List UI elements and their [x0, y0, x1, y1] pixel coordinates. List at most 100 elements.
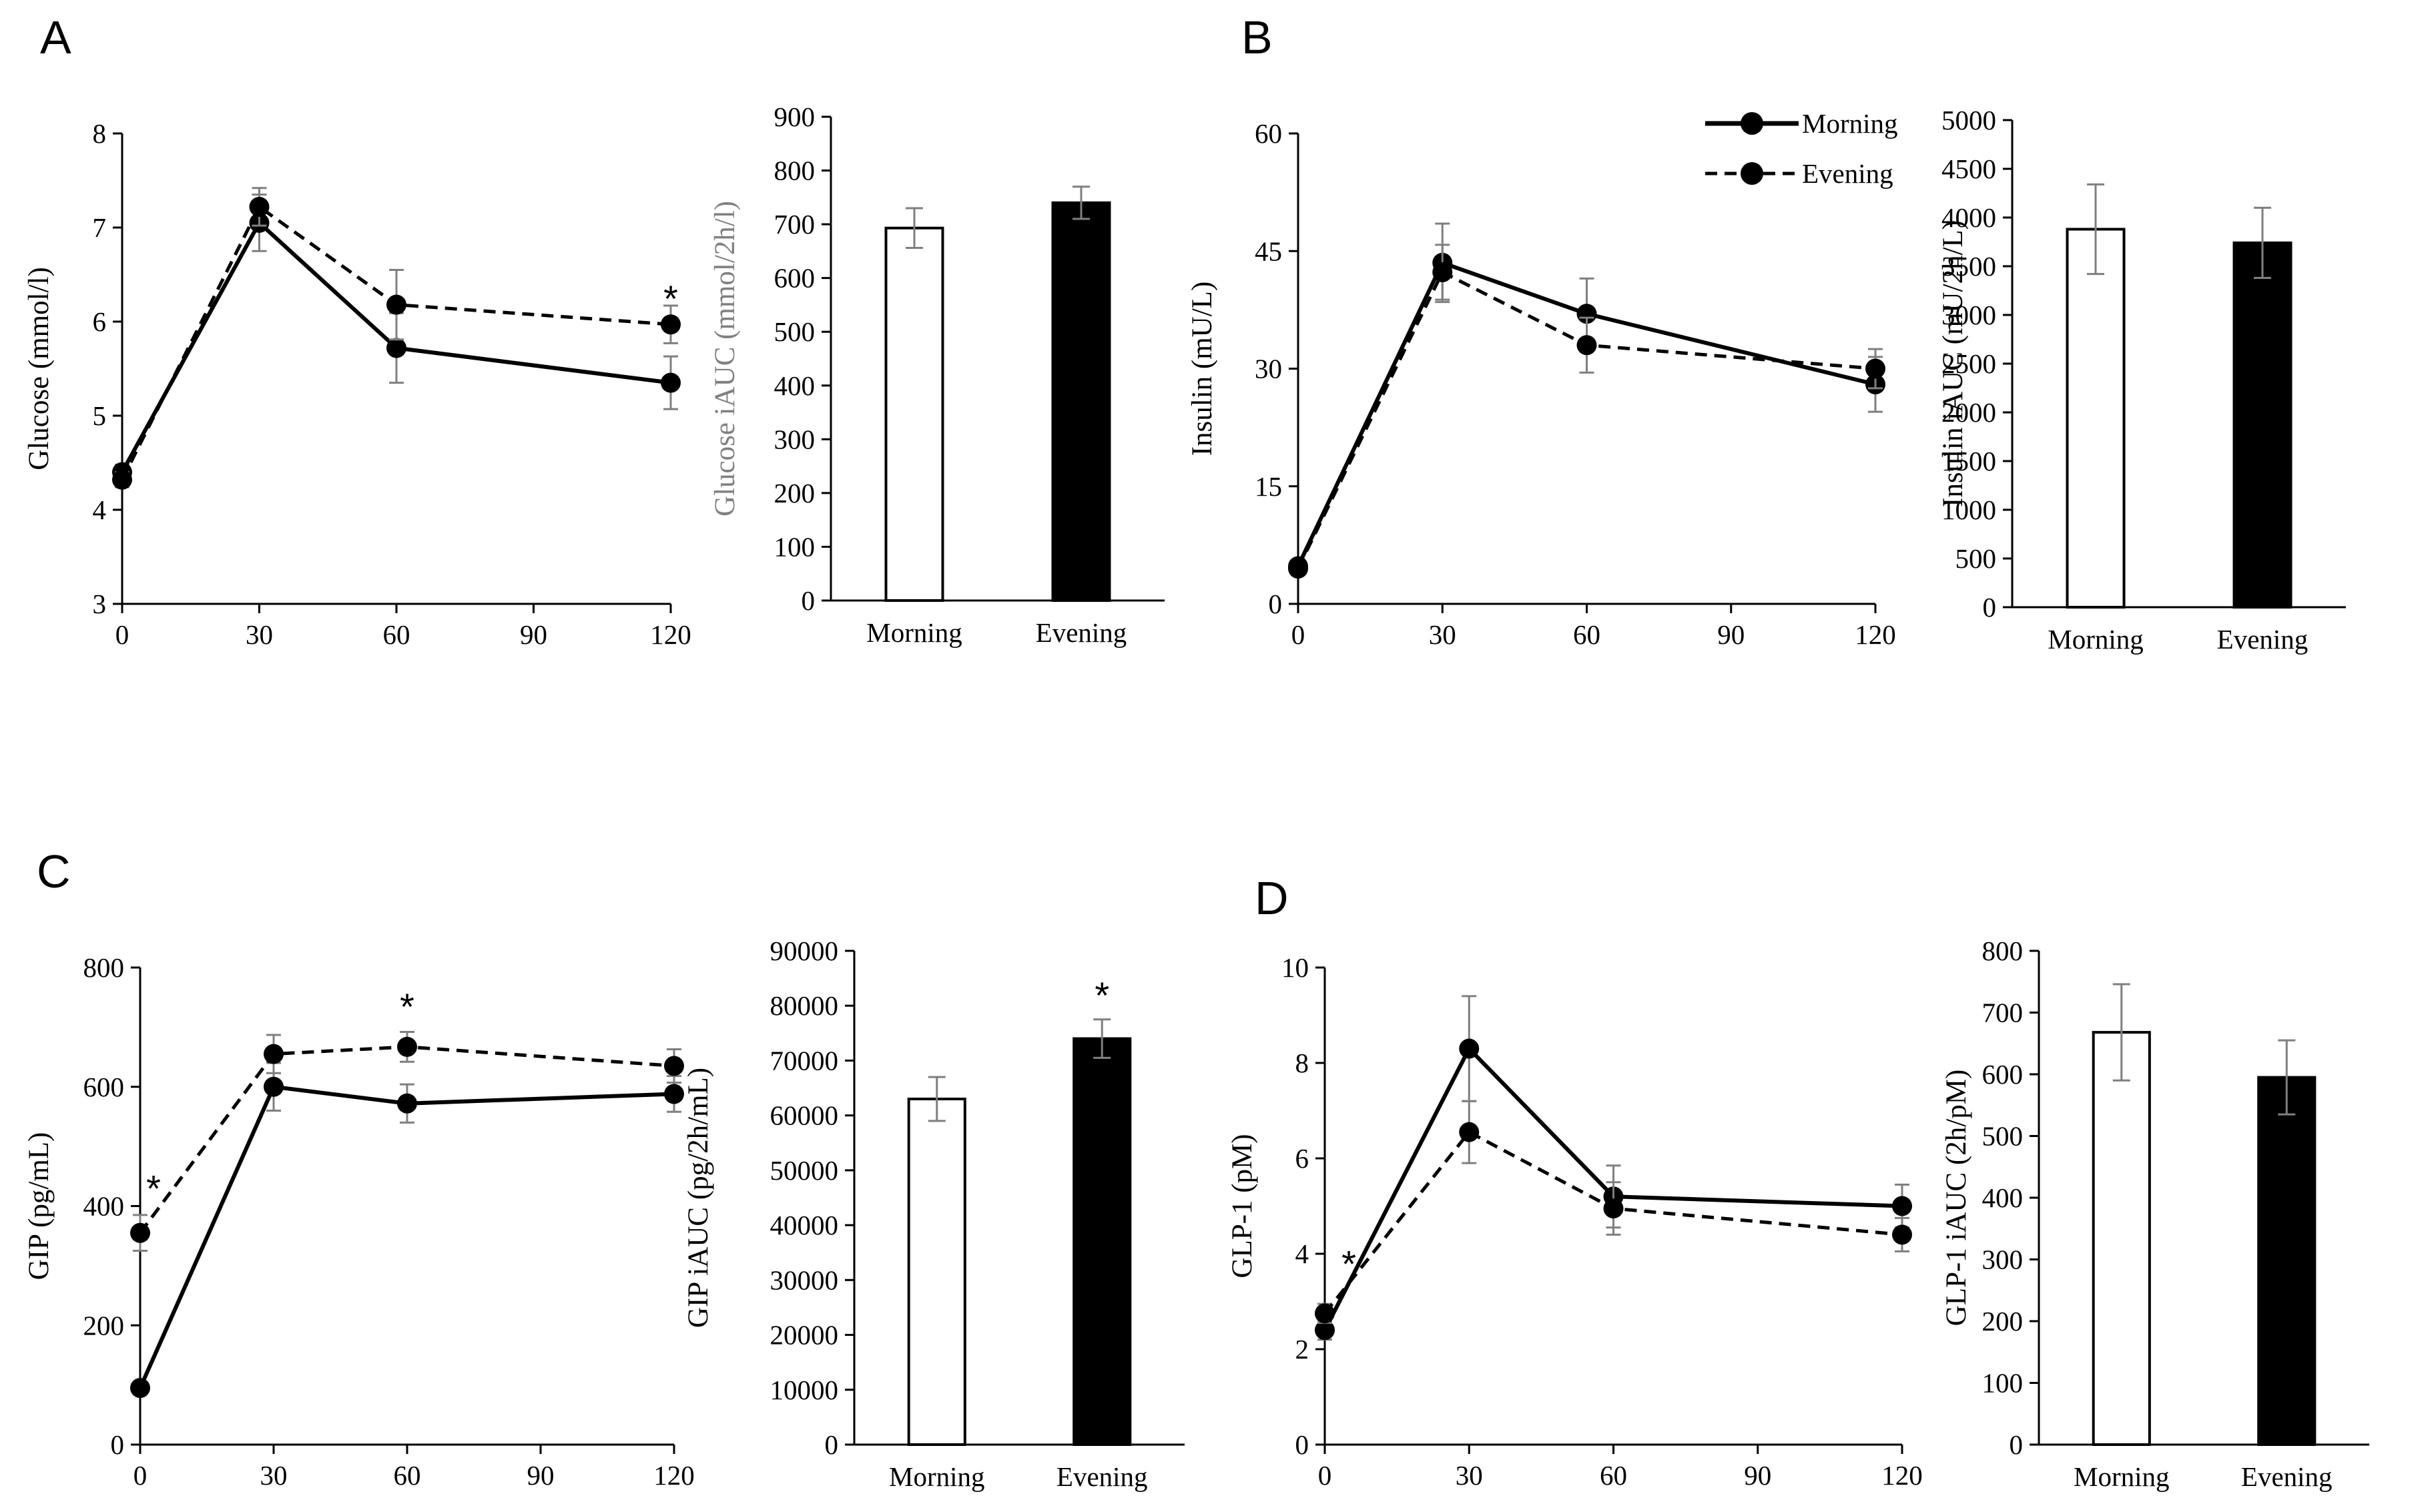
- insulin-bar-evening-bar: [2232, 241, 2293, 609]
- glucose-line-evening-point: [112, 469, 132, 490]
- glp1-bar-y-tick-label: 100: [1982, 1368, 2024, 1399]
- insulin-bar-category-label-morning: Morning: [2048, 624, 2144, 655]
- gip-line-x-tick-label: 0: [133, 1460, 147, 1491]
- gip-iauc-bar-chart: 0 10000 20000 30000 40000 50000 60000 70000 8000…: [683, 935, 1185, 1492]
- glucose-bar-y-tick-label: 500: [774, 316, 816, 347]
- glucose-line-y-tick-label: 4: [93, 494, 107, 525]
- insulin-bar-y-tick-label: 0: [1983, 592, 1997, 623]
- gip-bar-y-tick-label: 90000: [770, 935, 839, 966]
- insulin-line-y-axis-label: Insulin (mU/L): [1187, 282, 1218, 456]
- glp1-line-y-tick-label: 2: [1295, 1334, 1309, 1365]
- gip-bar-y-tick-label: 50000: [770, 1155, 839, 1186]
- glp1-line-evening-point: [1459, 1122, 1480, 1142]
- insulin-line-y-tick-label: 30: [1255, 354, 1282, 384]
- gip-line-y-tick-label: 200: [83, 1310, 125, 1341]
- insulin-bar-y-axis-label: Insulin iAUC (mU/2h/L): [1937, 220, 1969, 507]
- glp1-bar-y-tick-label: 500: [1982, 1121, 2024, 1152]
- glp1-line-evening-point: [1315, 1303, 1335, 1324]
- gip-line-y-tick-label: 800: [83, 952, 125, 983]
- glucose-line-x-tick-label: 120: [650, 619, 691, 650]
- glucose-bar-y-tick-label: 900: [774, 101, 816, 132]
- gip-line-x-tick-label: 30: [260, 1460, 288, 1491]
- insulin-line-y-tick-label: 45: [1255, 236, 1282, 266]
- insulin-bar-y-tick-label: 3500: [1941, 251, 1996, 282]
- gip-bar-morning-bar: [907, 1098, 966, 1446]
- insulin-line-x-tick-label: 0: [1291, 619, 1305, 650]
- glucose-line-evening-point: [249, 196, 270, 217]
- glucose-line-y-tick-label: 5: [93, 400, 107, 431]
- gip-bar-y-tick-label: 0: [825, 1429, 839, 1460]
- glp1-line-y-tick-label: 10: [1281, 952, 1309, 983]
- glucose-bar-y-tick-label: 0: [802, 585, 816, 616]
- glucose-bar-evening-bar: [1051, 201, 1111, 602]
- gip-line-y-axis-label: GIP (pg/mL): [23, 1132, 55, 1280]
- glucose-bar-morning-bar: [884, 226, 944, 602]
- legend-morning-label: Morning: [1802, 108, 1898, 139]
- gip-line-morning-series-line: [138, 1084, 675, 1389]
- glp1-line-y-tick-label: 0: [1295, 1429, 1309, 1460]
- glucose-line-significance-marker: *: [663, 278, 678, 320]
- glp1-bar-category-label-morning: Morning: [2074, 1461, 2170, 1492]
- glucose-bar-y-tick-label: 100: [774, 531, 816, 562]
- gip-line-x-tick-label: 60: [394, 1460, 421, 1491]
- glp1-iauc-bar-chart: 0 100 200 300 400 500 600 700 800 GLP-1 iAUC (2h/…: [1941, 935, 2369, 1492]
- glp1-line-morning-series-line: [1323, 1045, 1903, 1331]
- insulin-line-x-tick-label: 120: [1855, 619, 1896, 650]
- gip-line-evening-point: [130, 1222, 150, 1243]
- gip-line-evening-point: [397, 1036, 417, 1057]
- glp1-bar-evening-bar: [2257, 1076, 2317, 1446]
- gip-line-morning-point: [664, 1084, 684, 1104]
- glp1-line-chart: 0 2 4 6 8 10 0 30 60 90 120 GLP-1 (pM) *: [1227, 952, 1923, 1491]
- insulin-bar-y-tick-label: 500: [1955, 543, 1997, 574]
- glucose-line-y-tick-label: 6: [93, 306, 107, 337]
- glp1-line-y-tick-label: 8: [1295, 1048, 1309, 1078]
- insulin-line-y-tick-label: 0: [1269, 589, 1283, 619]
- glucose-line-evening-series-line: [120, 204, 671, 481]
- gip-line-morning-point: [130, 1378, 150, 1399]
- glp1-line-evening-point: [1603, 1198, 1624, 1219]
- gip-line-y-tick-label: 600: [83, 1072, 125, 1102]
- glucose-bar-y-tick-label: 700: [774, 209, 816, 240]
- legend-evening-marker: [1741, 162, 1763, 185]
- glp1-line-y-tick-label: 4: [1295, 1238, 1309, 1269]
- insulin-line-evening-series-line: [1296, 270, 1876, 570]
- insulin-line-evening-point: [1288, 558, 1308, 579]
- insulin-line-evening-point: [1432, 262, 1453, 282]
- insulin-bar-y-tick-label: 2500: [1941, 348, 1996, 379]
- glp1-bar-morning-bar: [2092, 1031, 2151, 1446]
- gip-bar-y-axis-label: GIP iAUC (pg/2h/mL): [683, 1068, 714, 1328]
- panel-label-a: A: [40, 11, 71, 63]
- insulin-bar-y-tick-label: 3000: [1941, 300, 1996, 330]
- gip-line-y-tick-label: 400: [83, 1191, 125, 1222]
- insulin-bar-category-label-evening: Evening: [2217, 624, 2309, 655]
- glucose-line-y-axis-label: Glucose (mmol/l): [23, 267, 55, 470]
- glp1-line-evening-series-line: [1323, 1130, 1903, 1314]
- glp1-line-significance-marker: *: [1341, 1242, 1356, 1284]
- glucose-line-evening-point: [661, 314, 681, 335]
- insulin-line-y-tick-label: 15: [1255, 471, 1282, 502]
- gip-bar-y-tick-label: 70000: [770, 1045, 839, 1076]
- gip-bar-y-tick-label: 20000: [770, 1320, 839, 1351]
- glucose-line-chart: 3 4 5 6 7 8 0 30 60 90 120 Glucose (mmol/l) *: [23, 118, 691, 650]
- glp1-bar-y-tick-label: 400: [1982, 1182, 2024, 1213]
- gip-bar-significance-marker: *: [1095, 974, 1109, 1016]
- glp1-line-morning-point: [1315, 1320, 1335, 1341]
- glp1-line-morning-point: [1459, 1038, 1480, 1059]
- gip-line-chart: 0 200 400 600 800 0 30 60 90 120 GIP (pg/mL) * *: [23, 952, 695, 1491]
- glp1-line-x-tick-label: 90: [1744, 1460, 1771, 1491]
- gip-bar-y-tick-label: 40000: [770, 1210, 839, 1240]
- glucose-iauc-bar-chart: 0 100 200 300 400 500 600 700 800 900 Glucose iAUC…: [709, 101, 1165, 648]
- gip-line-significance-marker: *: [400, 986, 414, 1028]
- glp1-line-y-axis-label: GLP-1 (pM): [1227, 1134, 1258, 1278]
- insulin-bar-y-tick-label: 1000: [1941, 494, 1996, 525]
- panel-label-d: D: [1255, 872, 1289, 924]
- glp1-bar-y-tick-label: 0: [2010, 1429, 2024, 1460]
- gip-line-y-tick-label: 0: [111, 1429, 125, 1460]
- glp1-line-x-tick-label: 0: [1318, 1460, 1332, 1491]
- insulin-line-chart: 0 15 30 45 60 0 30 60 90 120 Insulin (mU/L): [1187, 118, 1896, 650]
- gip-bar-y-tick-label: 60000: [770, 1100, 839, 1131]
- glp1-bar-y-tick-label: 800: [1982, 935, 2024, 966]
- glucose-line-x-tick-label: 60: [383, 619, 410, 650]
